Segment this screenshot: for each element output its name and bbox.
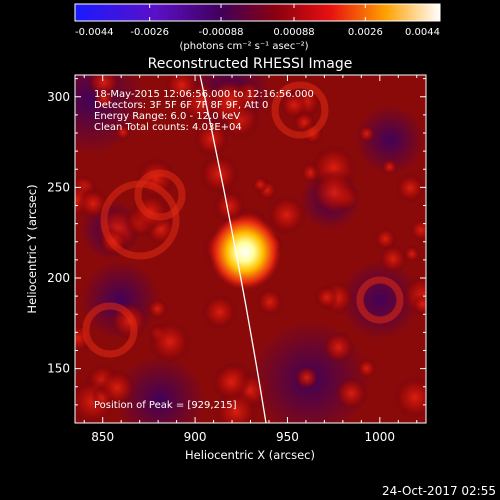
dark-region <box>340 260 420 340</box>
info-detectors: Detectors: 3F 5F 6F 7F 8F 9F, Att 0 <box>94 100 268 111</box>
residual-ring <box>134 169 186 221</box>
colorbar-gradient <box>74 3 441 22</box>
emission-blob <box>212 189 246 223</box>
emission-blob <box>114 124 131 141</box>
y-tick-label: 250 <box>47 180 70 194</box>
y-axis-label: Heliocentric Y (arcsec) <box>25 184 39 313</box>
chart-title: Reconstructed RHESSI Image <box>148 56 353 72</box>
emission-blob <box>98 369 136 407</box>
footer-date: 24-Oct-2017 02:55 <box>382 484 496 498</box>
emission-blob <box>311 169 358 216</box>
emission-blob <box>322 331 355 364</box>
peak-source <box>209 214 281 290</box>
emission-blob <box>205 77 254 125</box>
emission-blob <box>409 218 426 242</box>
emission-blob <box>314 285 339 310</box>
emission-blob <box>146 298 169 320</box>
colorbar-tick-label: -0.0044 <box>75 27 114 38</box>
emission-blob <box>135 157 177 199</box>
x-tick-label: 950 <box>276 430 299 444</box>
emission-blob <box>77 187 109 219</box>
emission-blob <box>378 244 408 274</box>
info-counts: Clean Total counts: 4.03E+04 <box>94 122 242 133</box>
dark-region <box>115 355 205 423</box>
x-tick-label: 900 <box>184 430 207 444</box>
emission-blob <box>211 362 251 402</box>
colorbar-tick-label: 0.0044 <box>405 27 440 38</box>
colorbar-units: (photons cm⁻² s⁻¹ asec⁻²) <box>179 41 308 52</box>
emission-blob <box>148 320 192 364</box>
y-tick-label: 150 <box>47 362 70 376</box>
x-tick-label: 850 <box>91 430 114 444</box>
x-tick-label: 1000 <box>365 430 396 444</box>
emission-blob <box>266 194 307 235</box>
x-axis-label: Heliocentric X (arcsec) <box>185 448 315 462</box>
colorbar-tick-label: -0.00088 <box>199 27 244 38</box>
colorbar-ticks: -0.0044 -0.0026 -0.00088 0.00088 0.0026 0.004… <box>74 4 441 38</box>
colorbar-tick-label: -0.0026 <box>130 27 169 38</box>
emission-blob <box>295 365 319 390</box>
dark-region <box>355 105 425 175</box>
y-axis: 150 200 250 300 <box>47 78 426 406</box>
info-time-range: 18-May-2015 12:06:56.000 to 12:16:56.000 <box>94 89 314 100</box>
residual-ring <box>82 302 138 358</box>
solar-limb-line <box>199 75 267 423</box>
emission-blob <box>381 158 398 176</box>
emission-blob <box>201 293 239 331</box>
emission-blob <box>403 245 421 263</box>
y-tick-label: 200 <box>47 271 70 285</box>
info-energy-range: Energy Range: 6.0 - 12.0 keV <box>94 111 240 122</box>
emission-blob <box>412 293 426 315</box>
emission-blob <box>255 287 285 317</box>
emission-blob <box>395 173 426 204</box>
emission-blob <box>93 87 116 110</box>
emission-blob <box>193 120 231 158</box>
emission-blob <box>198 153 240 195</box>
colorbar-tick-label: 0.0026 <box>348 27 383 38</box>
peak-position-note: Position of Peak = [929,215] <box>94 400 237 411</box>
y-tick-label: 300 <box>47 90 70 104</box>
emission-blob <box>356 358 377 379</box>
emission-blob <box>393 375 426 420</box>
colorbar-tick-label: 0.00088 <box>273 27 314 38</box>
residual-ring <box>271 81 329 139</box>
emission-blob <box>279 90 309 120</box>
observation-info: 18-May-2015 12:06:56.000 to 12:16:56.000… <box>94 89 314 133</box>
emission-blob <box>334 376 369 411</box>
heatmap-image <box>75 75 426 423</box>
colorbar: -0.0044 -0.0026 -0.00088 0.00088 0.0026 0.004… <box>74 3 441 52</box>
emission-blob <box>164 75 200 103</box>
emission-blob <box>251 176 269 193</box>
emission-blob <box>357 125 376 143</box>
residual-ring <box>356 276 404 324</box>
x-axis: 850 900 950 1000 <box>83 75 418 444</box>
